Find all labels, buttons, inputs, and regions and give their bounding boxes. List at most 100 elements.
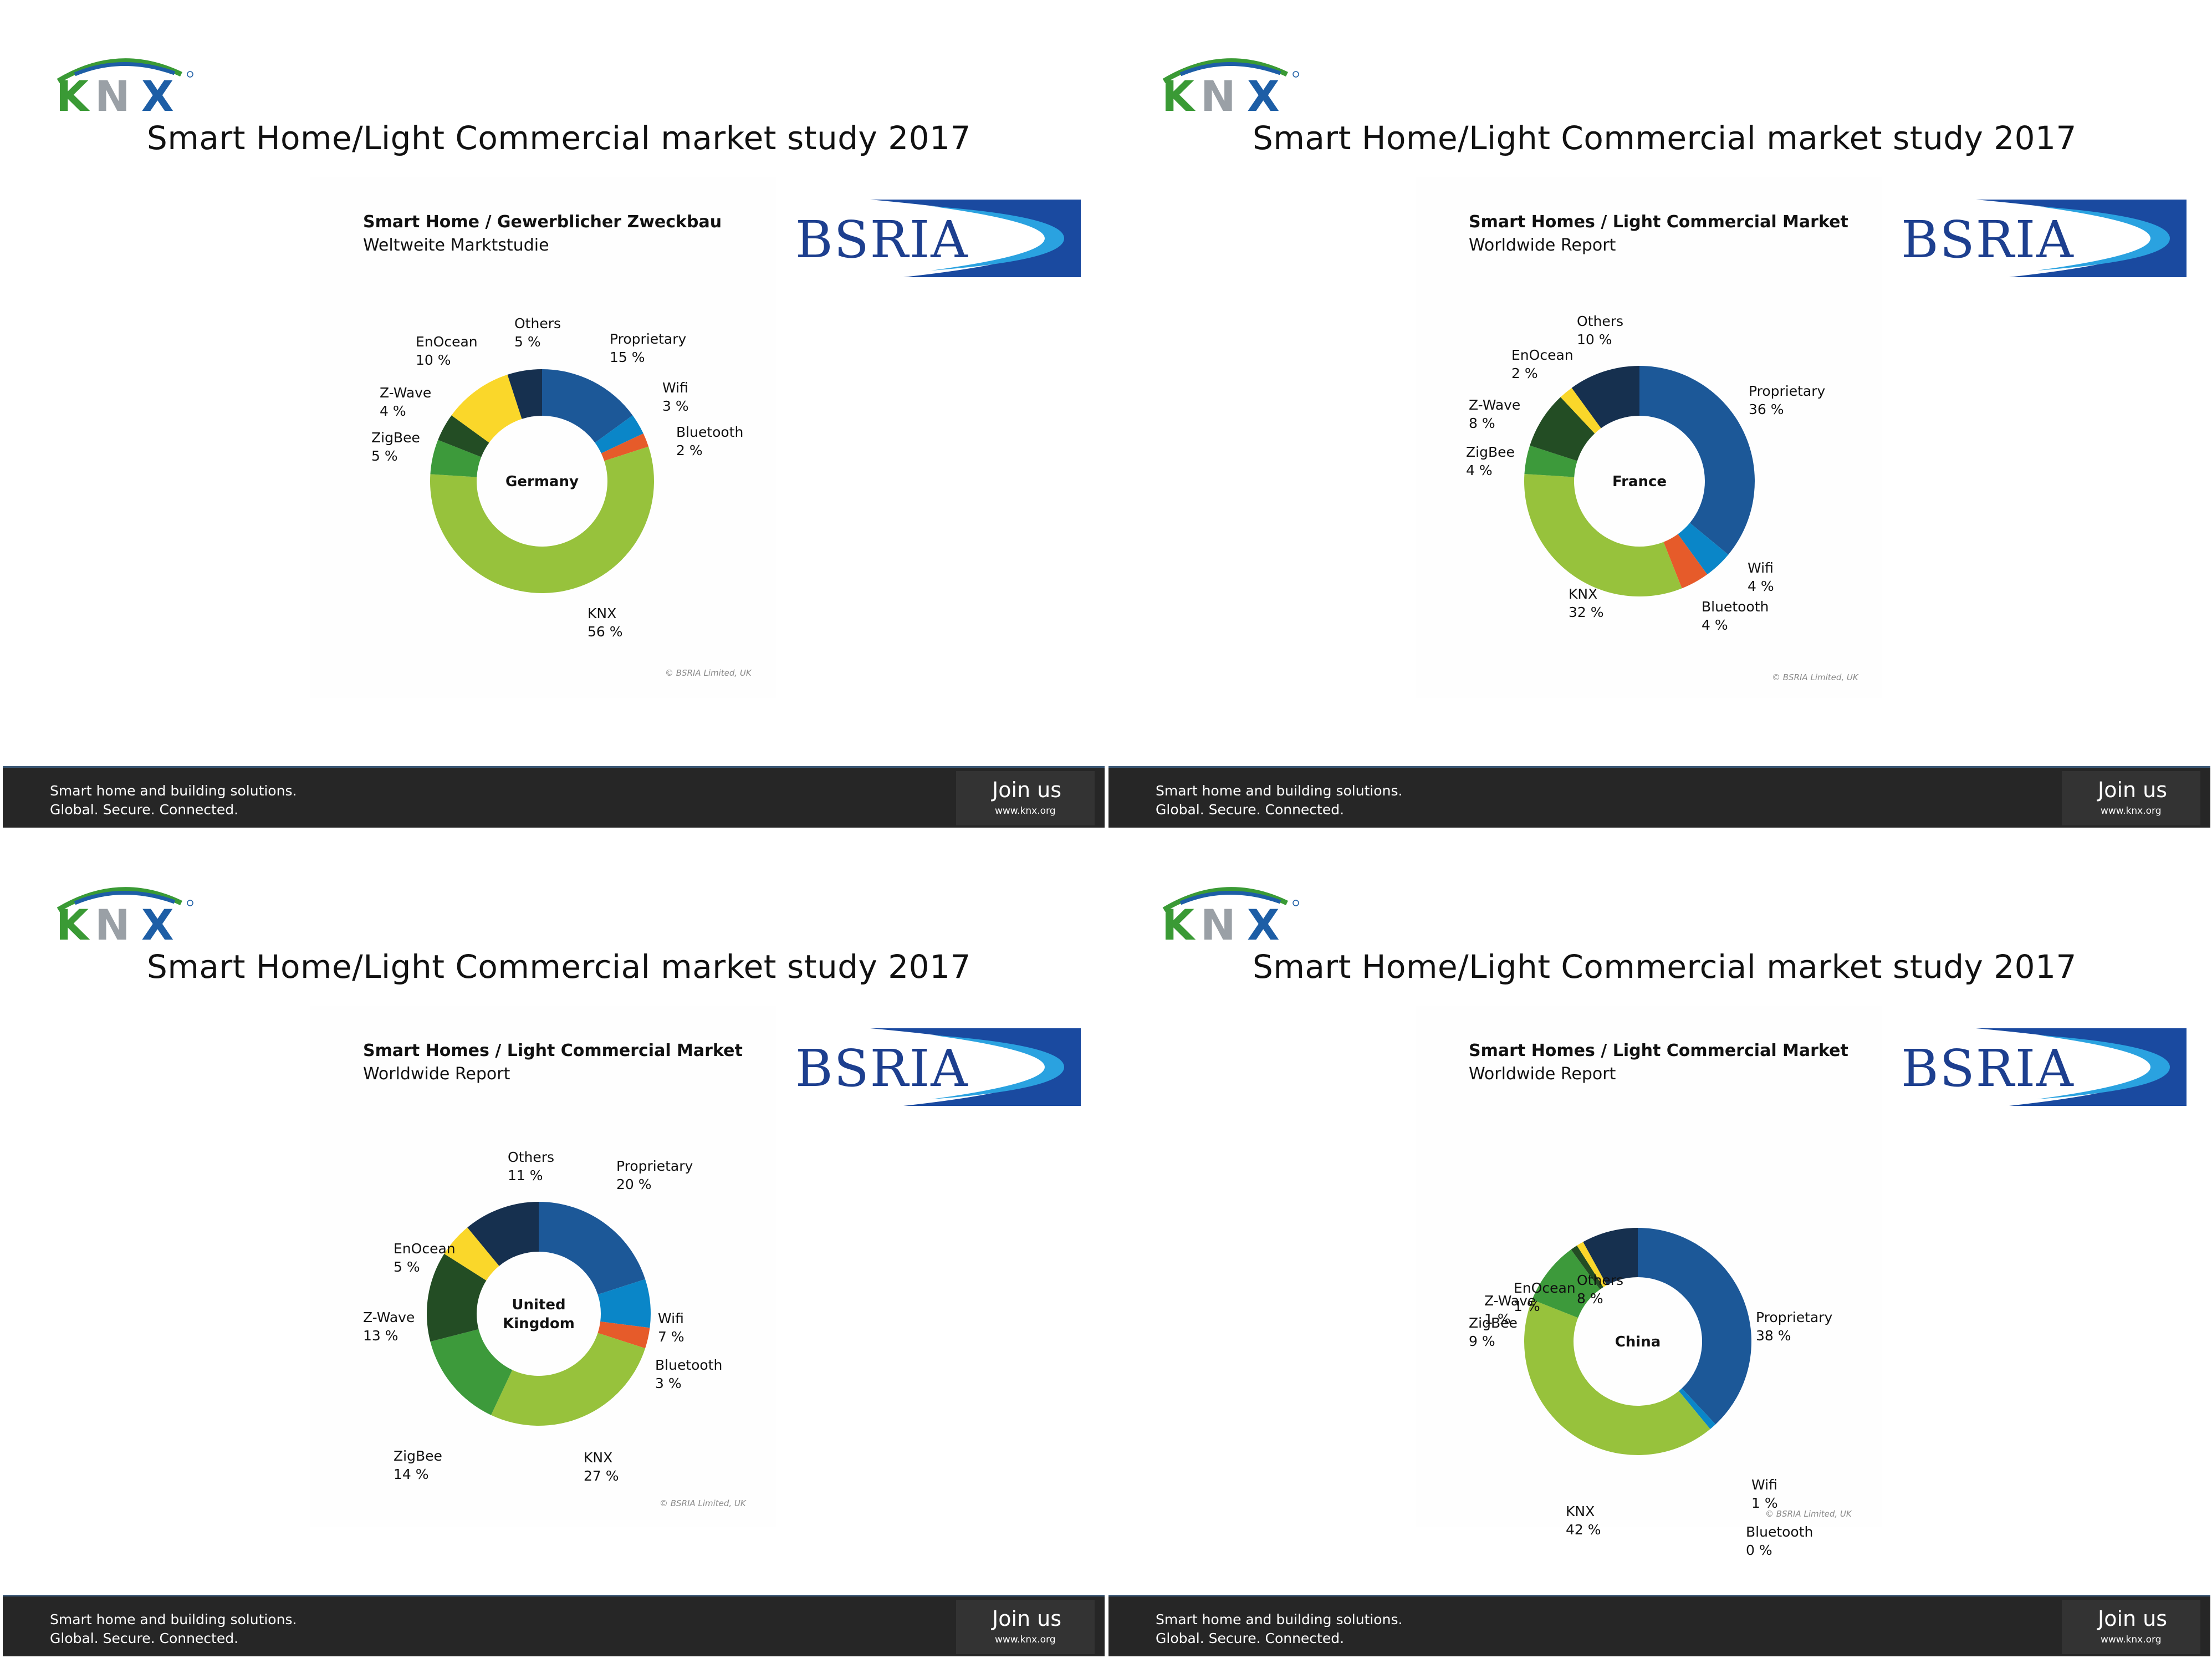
slice-others xyxy=(1571,366,1639,428)
value-zigbee: 14 % xyxy=(394,1466,429,1482)
slice-zigbee xyxy=(430,440,482,477)
value-wifi: 7 % xyxy=(658,1329,684,1345)
join-us-box[interactable] xyxy=(2062,771,2200,825)
slice-z-wave xyxy=(1530,397,1595,461)
value-zigbee: 5 % xyxy=(371,448,398,464)
value-proprietary: 38 % xyxy=(1756,1328,1791,1344)
footer-tagline-2: Global. Secure. Connected. xyxy=(1156,1630,1345,1646)
footer-tagline-1: Smart home and building solutions. xyxy=(50,783,297,799)
value-proprietary: 36 % xyxy=(1749,401,1784,417)
value-others: 10 % xyxy=(1577,331,1612,348)
knx-logo: K N X xyxy=(1162,58,1299,115)
value-enocean: 2 % xyxy=(1511,365,1538,381)
slice-proprietary xyxy=(542,369,633,443)
knx-url-link[interactable]: www.knx.org xyxy=(2101,1634,2162,1645)
join-us-link[interactable]: Join us xyxy=(992,1606,1062,1631)
value-knx: 27 % xyxy=(584,1468,619,1484)
value-enocean: 5 % xyxy=(394,1259,420,1275)
knx-logo-n: N xyxy=(95,72,130,115)
slide-title: Smart Home/Light Commercial market study… xyxy=(147,119,971,157)
slice-proprietary xyxy=(1638,1228,1751,1425)
value-knx: 56 % xyxy=(588,624,623,640)
value-proprietary: 15 % xyxy=(610,349,645,365)
bsria-logo: BSRIA xyxy=(793,200,1081,277)
donut-chart: Proprietary 20 % Wifi 7 % Bluetooth 3 % KNX 27 … xyxy=(363,1149,722,1484)
label-proprietary: Proprietary xyxy=(1756,1309,1833,1325)
footer-tagline-2: Global. Secure. Connected. xyxy=(1156,802,1345,818)
donut-chart: Proprietary 38 % Wifi 1 % Bluetooth 0 % KNX 42 … xyxy=(1469,1228,1833,1558)
value-bluetooth: 3 % xyxy=(655,1375,682,1391)
value-others: 11 % xyxy=(508,1167,543,1183)
label-bluetooth: Bluetooth xyxy=(655,1357,722,1373)
chart-panel: Smart Homes / Light Commercial Market Wo… xyxy=(310,1006,1081,1527)
slice-knx xyxy=(1524,1299,1710,1455)
label-others: Others xyxy=(514,315,561,331)
knx-logo-n: N xyxy=(1200,72,1236,115)
label-knx: KNX xyxy=(584,1450,612,1466)
bsria-logo-text: BSRIA xyxy=(795,1039,969,1098)
value-bluetooth: 0 % xyxy=(1746,1542,1772,1558)
bsria-logo-text: BSRIA xyxy=(1901,1039,2075,1098)
label-z-wave: Z-Wave xyxy=(380,385,431,401)
study-subtitle: Weltweite Marktstudie xyxy=(363,236,549,255)
footer-tagline-1: Smart home and building solutions. xyxy=(1156,1611,1403,1628)
bsria-logo-text: BSRIA xyxy=(1901,210,2075,269)
value-wifi: 1 % xyxy=(1751,1495,1778,1511)
join-us-link[interactable]: Join us xyxy=(2098,778,2168,802)
knx-logo-x: X xyxy=(1247,900,1280,944)
label-wifi: Wifi xyxy=(1748,560,1774,576)
slice-zigbee xyxy=(1532,1249,1600,1318)
study-subtitle: Worldwide Report xyxy=(1469,236,1616,255)
value-bluetooth: 2 % xyxy=(676,442,703,458)
label-proprietary: Proprietary xyxy=(1749,383,1826,399)
slice-wifi xyxy=(595,415,643,453)
value-others: 8 % xyxy=(1577,1290,1603,1307)
slice-wifi xyxy=(1678,523,1729,575)
value-knx: 42 % xyxy=(1566,1522,1601,1538)
value-wifi: 4 % xyxy=(1748,578,1774,594)
join-us-link[interactable]: Join us xyxy=(992,778,1062,802)
slide-china: K N X Smart Home/Light Commercial market… xyxy=(1106,829,2210,1656)
copyright-note: © BSRIA Limited, UK xyxy=(1765,1509,1852,1519)
chart-panel: Smart Home / Gewerblicher Zweckbau Weltw… xyxy=(310,177,1081,698)
knx-logo-k: K xyxy=(56,72,90,115)
slice-proprietary xyxy=(539,1202,646,1295)
label-zigbee: ZigBee xyxy=(371,430,420,446)
bsria-logo: BSRIA xyxy=(793,1028,1081,1106)
label-others: Others xyxy=(508,1149,554,1165)
bsria-logo: BSRIA xyxy=(1898,200,2187,277)
knx-url-link[interactable]: www.knx.org xyxy=(995,805,1056,817)
label-enocean: EnOcean xyxy=(1514,1280,1576,1296)
join-us-link[interactable]: Join us xyxy=(2098,1606,2168,1631)
label-enocean: EnOcean xyxy=(416,334,478,350)
slice-zigbee xyxy=(430,1329,513,1415)
knx-logo-x: X xyxy=(1247,72,1280,115)
label-knx: KNX xyxy=(588,605,616,621)
slide-germany: K N X Smart Home/Light Commercial market… xyxy=(0,0,1105,828)
study-title: Smart Homes / Light Commercial Market xyxy=(363,1041,743,1060)
knx-url-link[interactable]: www.knx.org xyxy=(995,1634,1056,1645)
slice-z-wave xyxy=(427,1253,487,1342)
value-enocean: 1 % xyxy=(1514,1298,1540,1314)
chart-panel: Smart Homes / Light Commercial Market Wo… xyxy=(1416,177,2187,698)
knx-url-link[interactable]: www.knx.org xyxy=(2101,805,2162,817)
label-zigbee: ZigBee xyxy=(394,1448,442,1464)
study-subtitle: Worldwide Report xyxy=(363,1064,510,1084)
copyright-note: © BSRIA Limited, UK xyxy=(660,1498,746,1508)
slice-others xyxy=(467,1202,539,1266)
label-enocean: EnOcean xyxy=(1511,347,1574,363)
footer-bar: Smart home and building solutions. Globa… xyxy=(3,766,1105,828)
center-label: United xyxy=(512,1297,565,1313)
center-label: France xyxy=(1612,473,1667,490)
label-others: Others xyxy=(1577,1272,1623,1288)
join-us-box[interactable] xyxy=(956,1600,1095,1654)
join-us-box[interactable] xyxy=(956,771,1095,825)
value-zigbee: 9 % xyxy=(1469,1333,1495,1349)
join-us-box[interactable] xyxy=(2062,1600,2200,1654)
bsria-logo: BSRIA xyxy=(1898,1028,2187,1106)
footer-tagline-2: Global. Secure. Connected. xyxy=(50,802,239,818)
label-z-wave: Z-Wave xyxy=(1469,397,1520,413)
study-subtitle: Worldwide Report xyxy=(1469,1064,1616,1084)
value-enocean: 10 % xyxy=(416,352,451,368)
footer-tagline-1: Smart home and building solutions. xyxy=(1156,783,1403,799)
